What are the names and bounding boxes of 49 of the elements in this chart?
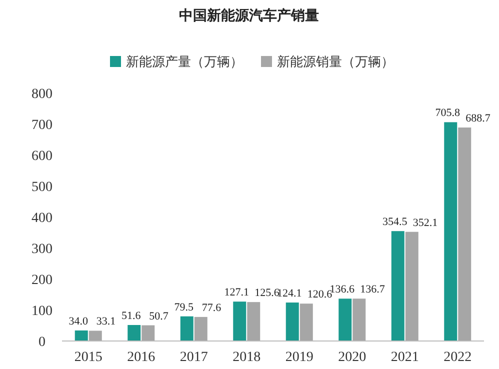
bar <box>300 304 313 341</box>
x-tick-label: 2018 <box>232 350 261 365</box>
bar <box>180 316 194 341</box>
data-label: 688.7 <box>466 112 491 125</box>
data-label: 33.1 <box>96 316 116 328</box>
y-tick-label: 800 <box>32 87 52 102</box>
bar <box>142 325 155 341</box>
bar <box>458 128 472 341</box>
data-label: 120.6 <box>307 288 333 301</box>
bar <box>352 298 366 341</box>
data-label: 77.6 <box>202 302 222 314</box>
x-tick-label: 2015 <box>74 350 102 365</box>
y-tick-label: 500 <box>32 180 52 195</box>
x-tick-label: 2020 <box>338 350 366 365</box>
y-tick-label: 100 <box>32 304 52 319</box>
bar <box>88 330 102 341</box>
x-tick-label: 2021 <box>390 350 419 365</box>
bar <box>286 302 299 341</box>
bar <box>391 231 404 341</box>
data-label: 124.1 <box>277 288 302 300</box>
bar <box>128 325 141 341</box>
x-tick-label: 2017 <box>180 350 208 365</box>
x-tick-label: 2022 <box>444 350 472 365</box>
y-tick-label: 0 <box>38 335 46 350</box>
y-tick-label: 300 <box>32 242 52 257</box>
data-label: 352.1 <box>412 216 438 229</box>
x-tick-label: 2016 <box>127 350 156 365</box>
data-label: 705.8 <box>435 107 460 120</box>
bar <box>194 316 208 341</box>
data-label: 354.5 <box>382 216 408 228</box>
bar <box>247 302 260 341</box>
data-label: 79.5 <box>174 301 194 314</box>
data-label: 50.7 <box>149 310 169 322</box>
bar <box>338 298 352 341</box>
bar <box>233 302 246 341</box>
y-tick-label: 700 <box>32 118 52 133</box>
data-label: 51.6 <box>122 310 142 322</box>
data-label: 34.0 <box>68 315 88 328</box>
y-tick-label: 200 <box>32 273 52 288</box>
chart-title: 中国新能源汽车产销量 <box>179 7 319 24</box>
bar <box>405 232 418 341</box>
data-label: 136.7 <box>360 284 386 296</box>
x-tick-label: 2019 <box>285 350 314 365</box>
y-tick-label: 400 <box>32 211 52 226</box>
data-label: 125.6 <box>254 287 280 300</box>
bar <box>74 330 88 341</box>
bar <box>444 122 458 341</box>
data-label: 127.1 <box>224 286 249 299</box>
y-tick-label: 600 <box>32 149 52 164</box>
